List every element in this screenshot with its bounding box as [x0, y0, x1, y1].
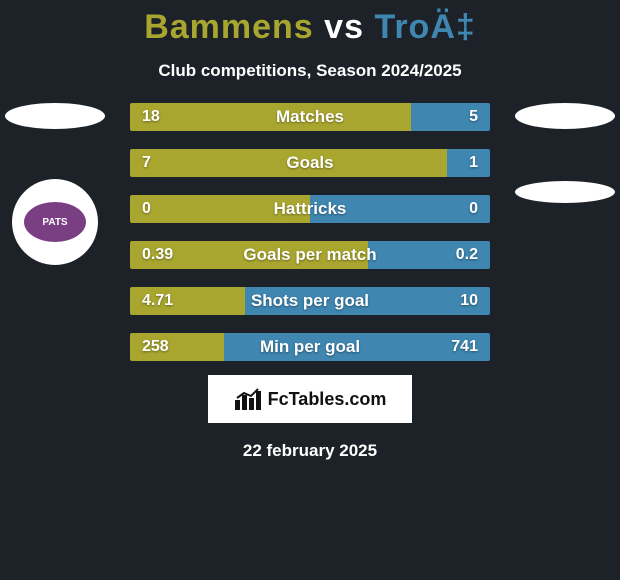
stat-left-value: 258 [142, 338, 169, 356]
crest-text: PATS [24, 202, 86, 242]
right-ellipse-1 [510, 103, 620, 129]
stats-column: 185Matches71Goals00Hattricks0.390.2Goals… [130, 103, 490, 361]
left-badges: PATS [0, 103, 110, 265]
stat-left-value: 7 [142, 154, 151, 172]
brand-box: FcTables.com [208, 375, 412, 423]
stat-left-segment: 7 [130, 149, 447, 177]
stat-bar: 00Hattricks [130, 195, 490, 223]
subtitle: Club competitions, Season 2024/2025 [0, 61, 620, 81]
brand-text: FcTables.com [268, 389, 387, 410]
stat-right-segment: 0 [310, 195, 490, 223]
stat-right-value: 0 [469, 200, 478, 218]
stat-left-segment: 0 [130, 195, 310, 223]
stat-right-value: 1 [469, 154, 478, 172]
stat-bar: 4.7110Shots per goal [130, 287, 490, 315]
date-line: 22 february 2025 [0, 441, 620, 461]
stat-left-value: 0 [142, 200, 151, 218]
stat-right-segment: 741 [224, 333, 490, 361]
stat-bar: 258741Min per goal [130, 333, 490, 361]
stat-bar: 71Goals [130, 149, 490, 177]
stat-left-segment: 0.39 [130, 241, 368, 269]
stat-left-segment: 258 [130, 333, 224, 361]
stat-right-value: 5 [469, 108, 478, 126]
right-ellipse-2 [510, 181, 620, 203]
stat-bar: 185Matches [130, 103, 490, 131]
chart-icon [234, 388, 262, 410]
stat-right-value: 741 [451, 338, 478, 356]
title-vs: vs [324, 8, 364, 46]
stat-left-value: 18 [142, 108, 160, 126]
stat-left-value: 4.71 [142, 292, 173, 310]
stat-bar: 0.390.2Goals per match [130, 241, 490, 269]
comparison-card: Bammens vs TroÄ‡ Club competitions, Seas… [0, 0, 620, 461]
stat-left-segment: 18 [130, 103, 411, 131]
stat-left-segment: 4.71 [130, 287, 245, 315]
stat-right-segment: 0.2 [368, 241, 490, 269]
stat-left-value: 0.39 [142, 246, 173, 264]
stat-right-value: 0.2 [456, 246, 478, 264]
main-content: PATS 185Matches71Goals00Hattricks0.390.2… [0, 103, 620, 361]
right-badges [510, 103, 620, 203]
stat-right-value: 10 [460, 292, 478, 310]
stat-right-segment: 5 [411, 103, 490, 131]
left-ellipse-1 [0, 103, 110, 129]
left-crest: PATS [0, 179, 110, 265]
stat-right-segment: 10 [245, 287, 490, 315]
title-player1: Bammens [144, 8, 314, 46]
title-player2: TroÄ‡ [374, 8, 475, 46]
page-title: Bammens vs TroÄ‡ [0, 8, 620, 47]
stat-right-segment: 1 [447, 149, 490, 177]
